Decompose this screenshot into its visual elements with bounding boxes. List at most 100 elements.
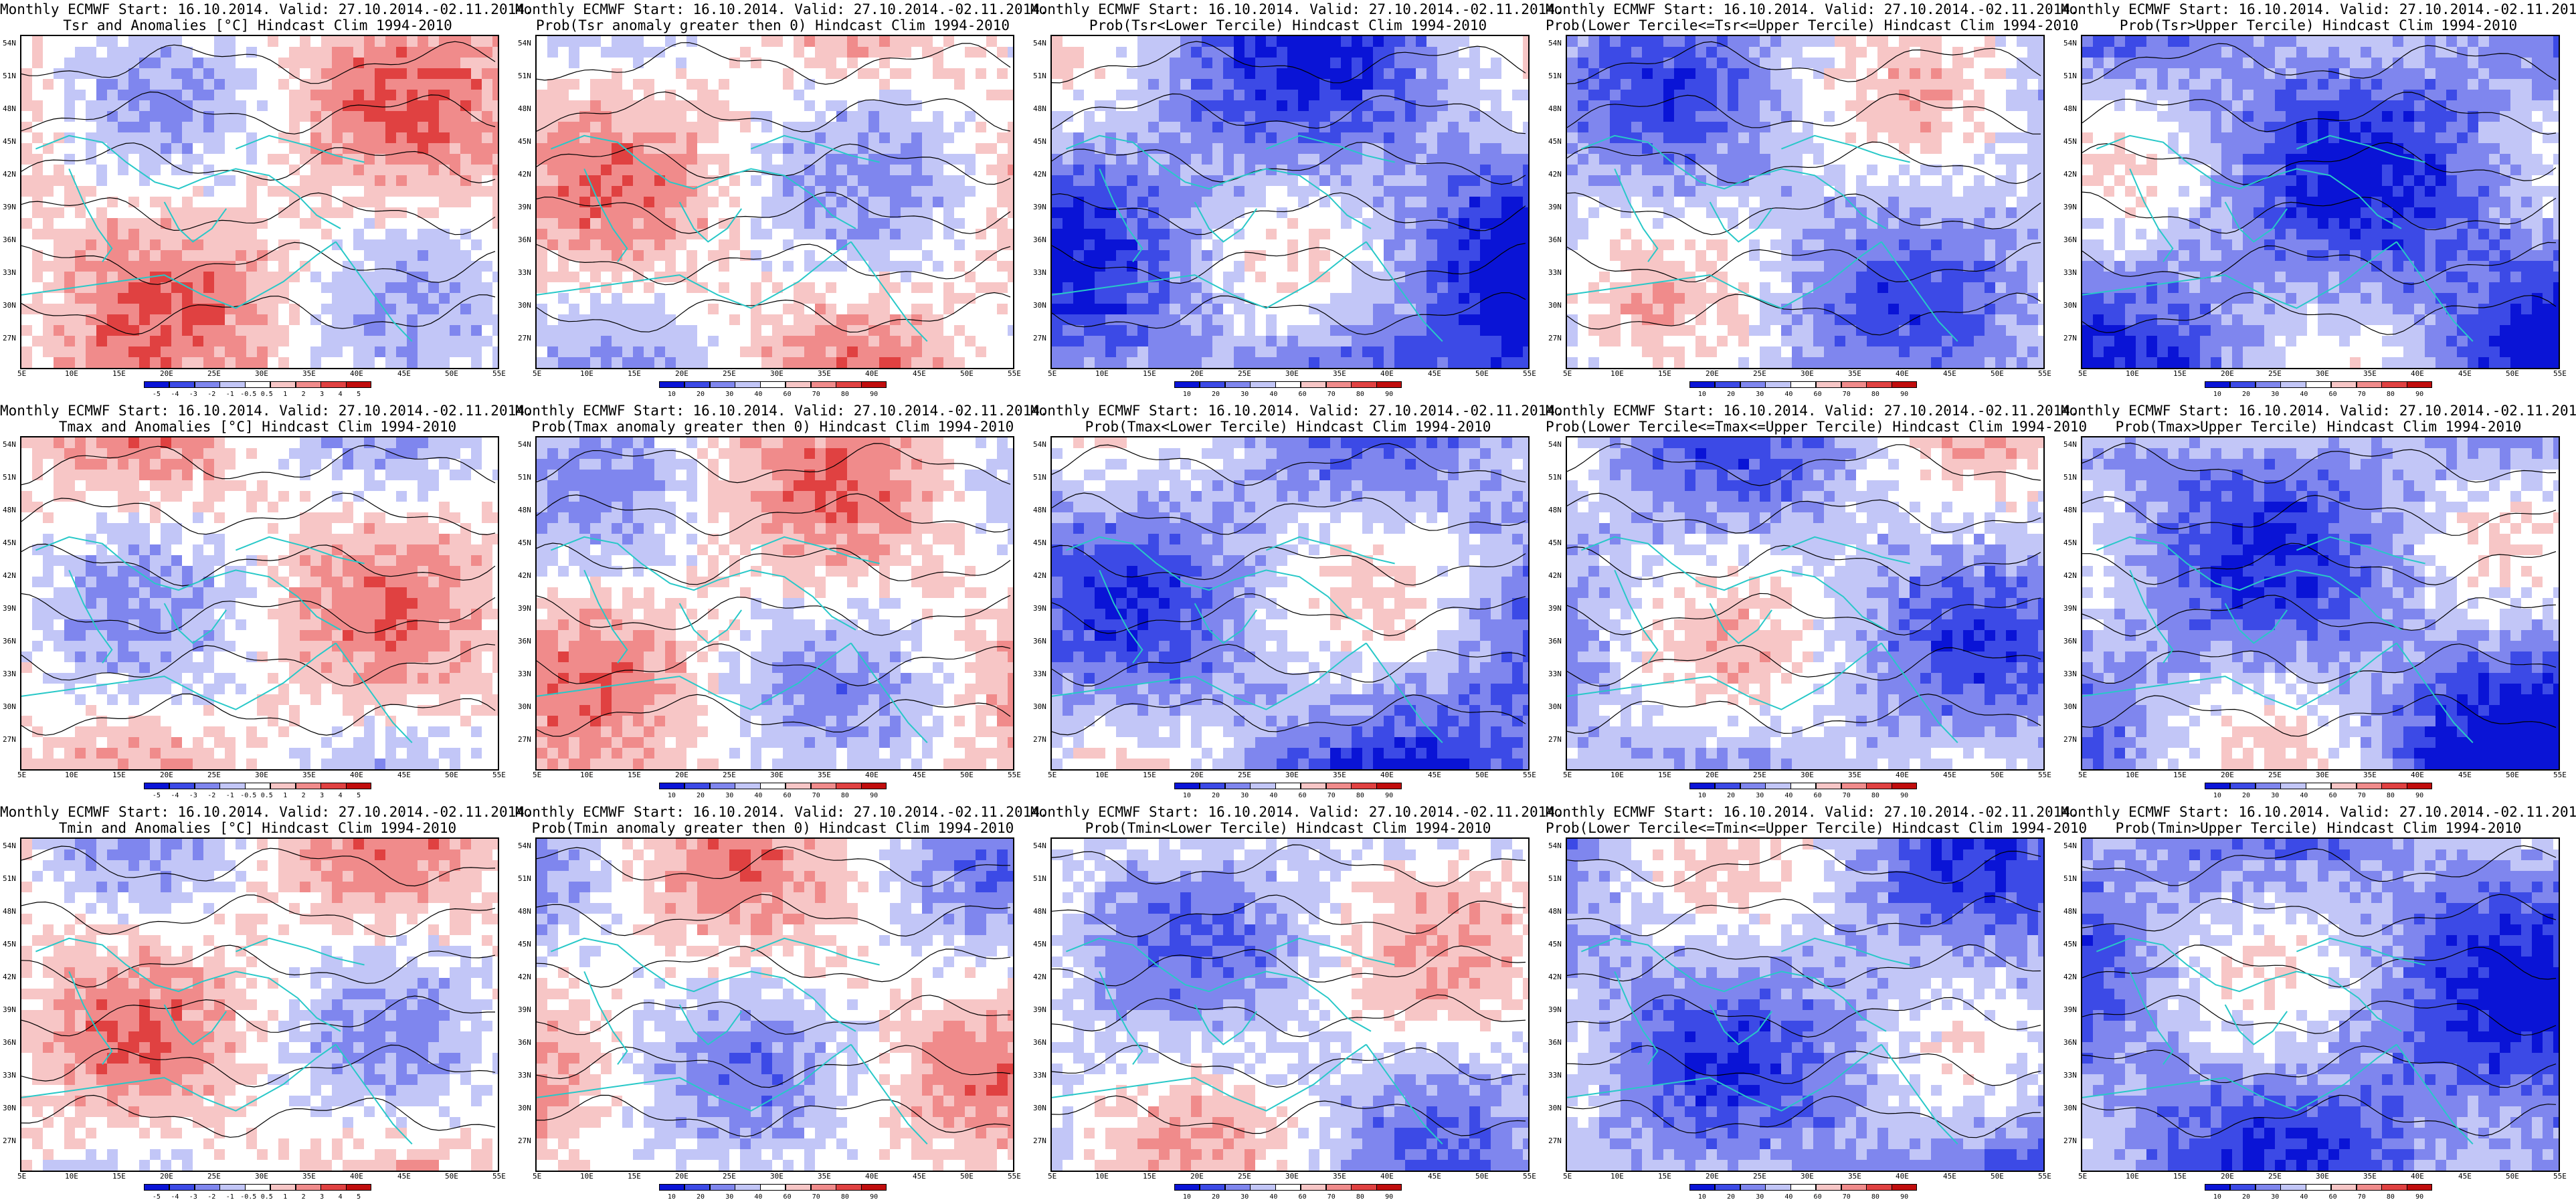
colorbar-segment: [659, 381, 685, 388]
longitude-label: 15E: [628, 771, 641, 779]
latitude-label: 51N: [3, 874, 16, 883]
latitude-label: 39N: [2063, 1005, 2077, 1014]
colorbar-segment: [709, 783, 735, 789]
longitude-label: 35E: [2363, 771, 2377, 779]
panel-title: Prob(Tsr anomaly greater then 0) Hindcas…: [515, 17, 1030, 33]
colorbar-segment: [659, 783, 685, 789]
colorbar-segment: [1790, 1184, 1817, 1191]
longitude-label: 50E: [960, 1172, 974, 1181]
contour-line: [1052, 593, 1526, 637]
colorbar-label: 80: [1356, 792, 1364, 799]
colorbar-segment: [1224, 783, 1251, 789]
latitude-label: 33N: [1033, 268, 1046, 277]
colorbar-label: 10: [1183, 1193, 1191, 1201]
colorbar: 10 20 30 40 60 70 80 90: [1689, 380, 1918, 398]
colorbar-label: 30: [1240, 1193, 1249, 1201]
colorbar-segment: [1841, 381, 1867, 388]
longitude-label: 10E: [580, 1172, 593, 1181]
longitude-label: 35E: [1333, 1172, 1346, 1181]
contour-line: [21, 142, 496, 184]
latitude-label: 54N: [1548, 841, 1562, 850]
longitude-label: 50E: [445, 369, 458, 378]
longitude-label: 15E: [2173, 369, 2187, 378]
latitude-label: 39N: [2063, 203, 2077, 211]
contour-line: [2082, 92, 2557, 135]
latitude-label: 33N: [2063, 1071, 2077, 1080]
contour-line: [2082, 1094, 2557, 1138]
coastline: [678, 201, 743, 243]
colorbar-segment: [1765, 381, 1791, 388]
coastline: [35, 536, 341, 631]
colorbar-label: 2: [302, 792, 306, 799]
longitude-label: 30E: [1801, 771, 1814, 779]
colorbar-label: 0.5: [261, 792, 273, 799]
latitude-label: 42N: [3, 571, 16, 580]
latitude-label: 30N: [2063, 1104, 2077, 1112]
colorbar-label: 20: [1212, 1193, 1220, 1201]
longitude-label: 35E: [818, 1172, 831, 1181]
colorbar-segment: [2280, 1184, 2306, 1191]
colorbar-label: 3: [320, 391, 324, 398]
colorbar-label: 70: [2358, 391, 2366, 398]
latitude-label: 36N: [2063, 637, 2077, 645]
colorbar-segment: [169, 1184, 195, 1191]
map-area: [1050, 436, 1530, 771]
panel-title: Tmin and Anomalies [°C] Hindcast Clim 19…: [0, 820, 515, 836]
longitude-label: 10E: [2126, 369, 2139, 378]
contour-line: [2082, 894, 2557, 937]
colorbar-label: 70: [1327, 1193, 1336, 1201]
longitude-label: 55E: [492, 1172, 506, 1181]
coastline: [1881, 1043, 1958, 1144]
latitude-label: 36N: [518, 637, 531, 645]
longitude-label: 30E: [255, 369, 268, 378]
colorbar-segment: [1765, 783, 1791, 789]
longitude-label: 25E: [2268, 771, 2282, 779]
contour-line: [2082, 43, 2557, 85]
longitude-label: 30E: [1285, 771, 1299, 779]
colorbar-segment: [1174, 1184, 1200, 1191]
coastline: [551, 536, 856, 631]
latitude-label: 42N: [2063, 170, 2077, 179]
longitude-label: 5E: [1563, 1172, 1572, 1181]
longitude-label: 40E: [2411, 771, 2424, 779]
longitude-label: 15E: [112, 369, 126, 378]
panel-title: Prob(Tmin anomaly greater then 0) Hindca…: [515, 820, 1030, 836]
latitude-label: 33N: [518, 670, 531, 678]
colorbar-label: -2: [207, 1193, 215, 1201]
coastline: [551, 134, 856, 229]
contour-line: [21, 845, 496, 887]
longitude-label: 35E: [1848, 771, 1861, 779]
longitude-label: 45E: [1943, 771, 1956, 779]
colorbar-label: 40: [2300, 792, 2308, 799]
longitude-label: 40E: [865, 771, 879, 779]
latitude-label: 48N: [1033, 104, 1046, 113]
latitude-label: 33N: [518, 268, 531, 277]
longitude-label: 30E: [255, 1172, 268, 1181]
longitude-label: 5E: [2078, 1172, 2087, 1181]
colorbar-segment: [709, 381, 735, 388]
longitude-label: 20E: [675, 369, 688, 378]
longitude-label: 15E: [1658, 369, 1671, 378]
colorbar-label: 80: [1871, 391, 1879, 398]
colorbar-label: -2: [207, 391, 215, 398]
colorbar-segment: [270, 381, 296, 388]
coastline: [2082, 241, 2397, 309]
map-field: [1567, 36, 2043, 368]
colorbar-segment: [245, 783, 271, 789]
colorbar-label: 20: [2242, 792, 2250, 799]
longitude-label: 55E: [1008, 1172, 1021, 1181]
longitude-label: 5E: [1563, 369, 1572, 378]
coastline: [537, 642, 852, 710]
longitude-label: 45E: [397, 369, 411, 378]
colorbar-segment: [1740, 1184, 1766, 1191]
colorbar-label: 70: [812, 1193, 820, 1201]
map-area: [1566, 837, 2045, 1172]
colorbar-label: 10: [2213, 1193, 2221, 1201]
longitude-label: 45E: [913, 1172, 926, 1181]
latitude-label: 36N: [2063, 235, 2077, 244]
longitude-label: 55E: [2553, 369, 2567, 378]
colorbar: 10 20 30 40 60 70 80 90: [659, 781, 887, 799]
colorbar-label: 60: [2329, 391, 2337, 398]
contour-line: [21, 294, 496, 335]
colorbar-label: 60: [2329, 792, 2337, 799]
